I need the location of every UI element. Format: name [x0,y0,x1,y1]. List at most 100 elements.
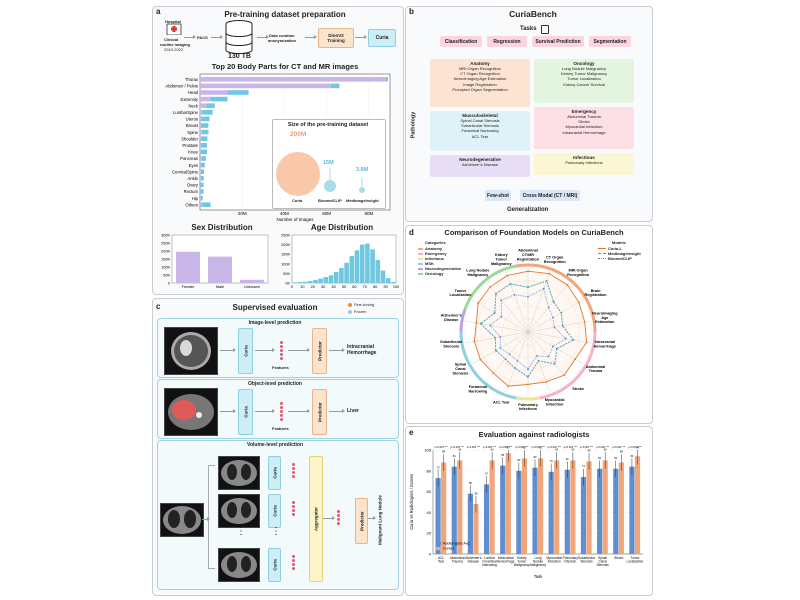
infectious-title: Infectious [573,155,595,160]
storage-size: 130 TB [228,53,251,60]
bar-ct [200,90,228,95]
emergency-item: Abdominal Trauma [567,114,601,119]
radar-point [566,284,569,286]
bar-curia [489,460,495,554]
task-survival: Survival Prediction [532,36,584,47]
bar-curia [457,460,463,554]
radar-point [527,383,529,386]
category-item: Infectious [418,256,461,261]
arrow [329,348,345,352]
category-label: Uterus [186,117,198,122]
category-label: LumbarSpine [173,110,199,115]
bar-value-label: 80 [517,458,520,462]
bar-ct [200,77,386,82]
radar-spoke [527,320,592,333]
radar-point [499,335,502,338]
category-label: Extremity [181,97,199,102]
inset-biomed-label: BiomedCLIP [318,198,342,203]
model-line [598,258,606,259]
radar-point [495,292,497,295]
x-tick-label: 50 [342,285,346,289]
radar-point [527,270,529,273]
arrow [323,516,335,520]
y-tick-label: 100K [161,266,170,270]
x-tick-label: Lung Nodule Malignancy [530,556,547,567]
inset-title: Size of the pre-training dataset [287,122,369,128]
radar-axis-label: Brain Registration [584,289,607,297]
x-axis-label: Task [534,574,544,579]
arrow [355,35,367,39]
category-swatch [418,262,423,265]
age-bar [307,281,313,283]
bar-ct [200,129,203,135]
y-tick-label: 150K [281,253,290,257]
ct-slice [218,456,260,490]
radar-chart: Abdominal CT/MR Registration CT Organ Recogn… [440,249,618,412]
radar-point [535,355,538,357]
y-tick-label: 50K [163,274,170,278]
bar-ct [200,143,201,148]
predictor-block: Predictor [312,328,327,374]
bar-mr [202,129,209,135]
model-item: Curia-L [598,246,641,251]
bar-mr [201,123,209,128]
clinical-years: 2019-2022 [164,47,184,52]
y-tick-label: 250K [161,242,170,246]
bar-mr [385,77,388,82]
inset-bubbles [276,152,365,196]
aggregator-label: Aggregator [313,506,319,532]
category-arc [493,388,517,400]
age-bar [375,259,381,283]
radar-axis-label: Stroke [572,387,584,391]
category-swatch [418,267,423,270]
radar-point [516,359,519,362]
y-axis-label: Curia vs Radiologists / Scores [409,474,414,530]
bar-curia [618,462,624,554]
category-swatch [418,247,423,250]
categories-legend: Anatomy Emergency Infectious MSK Neurode… [418,246,461,276]
bar-value-label: 74 [582,464,585,468]
bar-value-label: 82 [614,456,617,460]
bar-mr [201,136,208,141]
model-line [598,248,606,249]
radar-point [479,322,482,325]
bar-value-label: 92 [539,446,542,450]
radar-point [500,315,503,318]
curation-line1: Data curation [269,33,295,38]
radar-axis-label: Myocardial Infarction [545,398,565,406]
significance-label: p<0.001 *** [499,445,512,449]
panel-d-label: d [409,228,414,237]
age-chart: 0K 50K 100K 150K 200K 250K 0 10 20 30 40 50 60 70 80 90… [281,234,399,290]
bar-value-label: 89 [588,449,591,453]
arrow [220,348,236,352]
bar-value-label: 81 [566,457,569,461]
curiabench-title: CuriaBench [509,9,557,19]
bar-mr [210,96,228,102]
category-label: Eyes [189,163,198,168]
musculo-title: Musculoskeletal [462,113,498,118]
y-tick-label: 0 [168,282,170,286]
panel-e [405,426,653,596]
arrow [255,409,275,413]
bar-ct [200,116,202,122]
bar-curia [521,458,528,554]
category-arc [539,264,563,276]
radar-axis-label: Subarticular Stenosis [440,340,463,348]
bar-value-label: 97 [507,446,510,450]
radar-point [552,345,554,348]
category-arc [459,308,467,333]
feature-vector [279,341,283,361]
category-arc [589,331,597,356]
x-tick-label: Male [216,285,224,289]
legend-fine-tuning: Fine-tuning [354,302,375,307]
models-title: Models [612,240,626,245]
bar-ct [200,103,207,108]
radar-point [564,337,567,340]
category-arc [539,388,563,400]
radar-axis-label: Lung Nodule Malignancy [466,269,489,277]
legend-frozen: Frozen [354,309,367,314]
y-tick-label: 50K [283,272,290,276]
category-label: Rectum [184,189,199,194]
significance-label: p<0.001 *** [580,445,593,449]
task-segmentation: Segmentation [589,36,631,47]
